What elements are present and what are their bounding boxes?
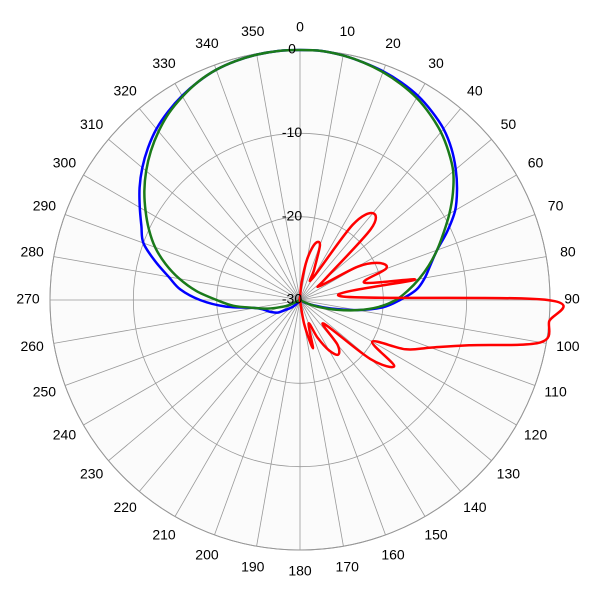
angle-tick-label: 150 — [424, 526, 448, 542]
angle-tick-label: 100 — [556, 338, 580, 354]
angle-tick-label: 330 — [152, 55, 176, 71]
angle-grid-line — [299, 108, 462, 301]
angle-grid-line — [138, 108, 301, 301]
angle-tick-label: 0 — [296, 19, 304, 35]
angle-grid-line — [83, 174, 301, 301]
angle-tick-label: 350 — [241, 23, 265, 39]
angle-tick-label: 140 — [463, 499, 487, 515]
angle-tick-label: 180 — [288, 563, 312, 579]
angle-tick-label: 20 — [385, 35, 401, 51]
angle-grid-line — [256, 299, 301, 547]
angle-tick-label: 320 — [113, 82, 137, 98]
angle-grid-line — [299, 83, 426, 301]
angle-tick-label: 40 — [467, 82, 483, 98]
angle-tick-label: 70 — [548, 198, 564, 214]
radial-tick-label: -20 — [282, 207, 302, 223]
radial-tick-label: -30 — [282, 291, 302, 307]
angle-grid-line — [108, 299, 301, 462]
angle-grid-line — [299, 299, 344, 547]
pattern-line — [298, 211, 565, 369]
angle-tick-label: 210 — [152, 526, 176, 542]
angle-grid-line — [64, 214, 301, 301]
angle-tick-label: 260 — [20, 338, 44, 354]
angle-tick-label: 190 — [241, 559, 265, 575]
angle-grid-line — [64, 299, 301, 386]
angle-grid-line — [53, 256, 301, 301]
angle-grid-line — [138, 299, 301, 492]
radial-tick-label: 0 — [288, 41, 296, 57]
angle-grid-line — [299, 299, 386, 536]
angle-tick-label: 130 — [497, 466, 521, 482]
angle-grid-line — [83, 299, 301, 426]
angle-tick-label: 280 — [20, 243, 44, 259]
angle-tick-label: 310 — [80, 116, 104, 132]
angle-grid-line — [214, 299, 301, 536]
angle-tick-label: 110 — [544, 384, 567, 400]
angle-tick-label: 30 — [428, 55, 444, 71]
angle-tick-label: 120 — [524, 427, 548, 443]
angle-tick-label: 300 — [53, 155, 77, 171]
angle-tick-label: 230 — [80, 466, 104, 482]
angle-grid-line — [256, 53, 301, 301]
angle-grid-line — [174, 83, 301, 301]
angle-tick-label: 250 — [33, 384, 57, 400]
radial-grid-circle — [132, 132, 468, 468]
angle-grid-line — [214, 64, 301, 301]
angle-tick-label: 80 — [560, 243, 576, 259]
angle-grid-line — [299, 299, 547, 344]
angle-tick-label: 50 — [501, 116, 517, 132]
angle-grid-line — [299, 299, 536, 386]
angle-tick-label: 340 — [195, 35, 219, 51]
angle-grid-line — [299, 299, 426, 517]
angle-tick-label: 270 — [16, 291, 40, 307]
angle-tick-label: 290 — [33, 198, 57, 214]
angle-tick-label: 240 — [53, 427, 77, 443]
angle-tick-label: 170 — [336, 559, 360, 575]
angle-tick-label: 60 — [528, 155, 544, 171]
angle-tick-label: 220 — [113, 499, 137, 515]
angle-grid-line — [299, 64, 386, 301]
radial-tick-label: -10 — [282, 124, 302, 140]
angle-tick-label: 90 — [564, 291, 580, 307]
angle-tick-label: 200 — [195, 546, 219, 562]
angle-tick-label: 160 — [381, 546, 405, 562]
angle-grid-line — [108, 138, 301, 301]
angle-tick-label: 10 — [339, 23, 355, 39]
angle-grid-line — [299, 299, 517, 426]
angle-grid-line — [299, 174, 517, 301]
angle-grid-line — [299, 299, 492, 462]
angle-grid-line — [174, 299, 301, 517]
angle-grid-line — [299, 214, 536, 301]
